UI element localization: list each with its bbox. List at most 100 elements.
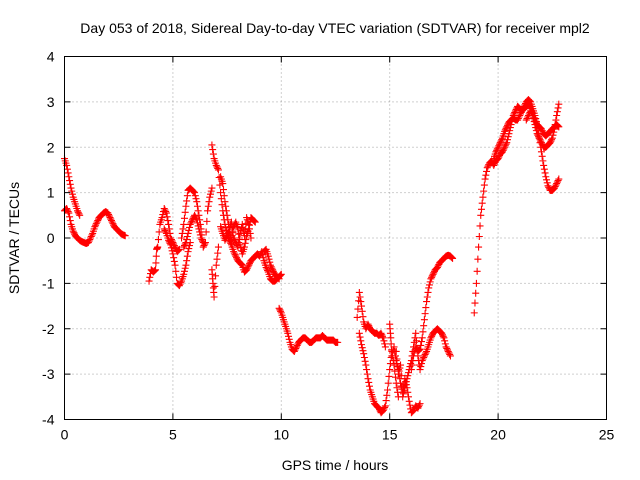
data-point	[362, 361, 370, 369]
data-point	[191, 192, 199, 200]
data-point	[549, 131, 557, 139]
data-point	[526, 97, 534, 105]
data-point	[266, 258, 274, 266]
data-point	[64, 208, 72, 216]
data-point	[66, 177, 74, 185]
data-point	[392, 357, 400, 365]
data-point	[554, 177, 562, 185]
data-point	[418, 357, 426, 365]
data-point	[186, 220, 194, 228]
y-tick-label: 0	[47, 230, 55, 246]
data-point	[171, 261, 179, 269]
data-point	[420, 352, 428, 360]
data-point	[532, 118, 540, 126]
data-point	[232, 254, 240, 262]
data-point	[412, 337, 420, 345]
data-point	[247, 234, 255, 242]
data-point	[393, 384, 401, 392]
data-point	[399, 393, 407, 401]
data-point	[355, 288, 363, 296]
data-point	[555, 175, 563, 183]
data-point	[185, 226, 193, 234]
data-point	[548, 134, 556, 142]
data-point	[208, 184, 216, 192]
data-point	[218, 201, 226, 209]
data-point	[516, 111, 524, 119]
data-point	[193, 198, 201, 206]
data-point	[173, 273, 181, 281]
data-point	[187, 219, 195, 227]
data-point	[169, 250, 177, 258]
data-point	[227, 233, 235, 241]
data-point	[224, 216, 232, 224]
data-point	[494, 143, 502, 151]
data-point	[439, 332, 447, 340]
data-point	[401, 384, 409, 392]
data-point	[390, 343, 398, 351]
data-point	[353, 313, 361, 321]
data-point	[415, 401, 423, 409]
data-point	[503, 123, 511, 131]
data-point	[425, 281, 433, 289]
data-point	[498, 136, 506, 144]
data-point	[275, 275, 283, 283]
data-point	[76, 211, 84, 219]
data-point	[145, 277, 153, 285]
y-tick-label: 3	[47, 94, 55, 110]
data-point	[84, 239, 92, 247]
data-point	[537, 139, 545, 147]
data-point	[193, 202, 201, 210]
data-point	[490, 160, 498, 168]
data-point	[193, 216, 201, 224]
data-point	[496, 140, 504, 148]
data-point	[235, 230, 243, 238]
data-point	[183, 232, 191, 240]
data-point	[74, 208, 82, 216]
data-point	[502, 140, 510, 148]
data-point	[228, 232, 236, 240]
data-point	[161, 226, 169, 234]
x-axis-label: GPS time / hours	[282, 457, 389, 473]
data-point	[411, 334, 419, 342]
data-point	[182, 202, 190, 210]
data-point	[363, 370, 371, 378]
data-point	[219, 186, 227, 194]
data-point	[514, 116, 522, 124]
data-point	[397, 361, 405, 369]
data-point	[428, 272, 436, 280]
x-tick-label: 10	[274, 427, 290, 443]
data-point	[264, 252, 272, 260]
data-point	[236, 241, 244, 249]
data-point	[164, 217, 172, 225]
data-point	[68, 187, 76, 195]
data-point	[471, 299, 479, 307]
data-point	[446, 350, 454, 358]
data-point	[553, 121, 561, 129]
data-point	[503, 139, 511, 147]
data-point	[409, 357, 417, 365]
data-point	[243, 264, 251, 272]
data-point	[475, 232, 483, 240]
data-point	[550, 184, 558, 192]
data-point	[155, 228, 163, 236]
y-tick-label: 2	[47, 139, 55, 155]
data-point	[354, 305, 362, 313]
data-point	[175, 246, 183, 254]
data-point	[121, 232, 129, 240]
data-point	[553, 180, 561, 188]
data-point	[554, 122, 562, 130]
data-point	[285, 335, 293, 343]
data-point	[380, 337, 388, 345]
data-point	[387, 340, 395, 348]
data-point	[205, 198, 213, 206]
data-point	[381, 402, 389, 410]
data-point	[399, 390, 407, 398]
data-point	[184, 229, 192, 237]
data-point	[514, 115, 522, 123]
data-point	[502, 124, 510, 132]
data-point	[427, 334, 435, 342]
data-point	[537, 125, 545, 133]
data-point	[423, 298, 431, 306]
data-point	[208, 141, 216, 149]
data-point	[359, 347, 367, 355]
